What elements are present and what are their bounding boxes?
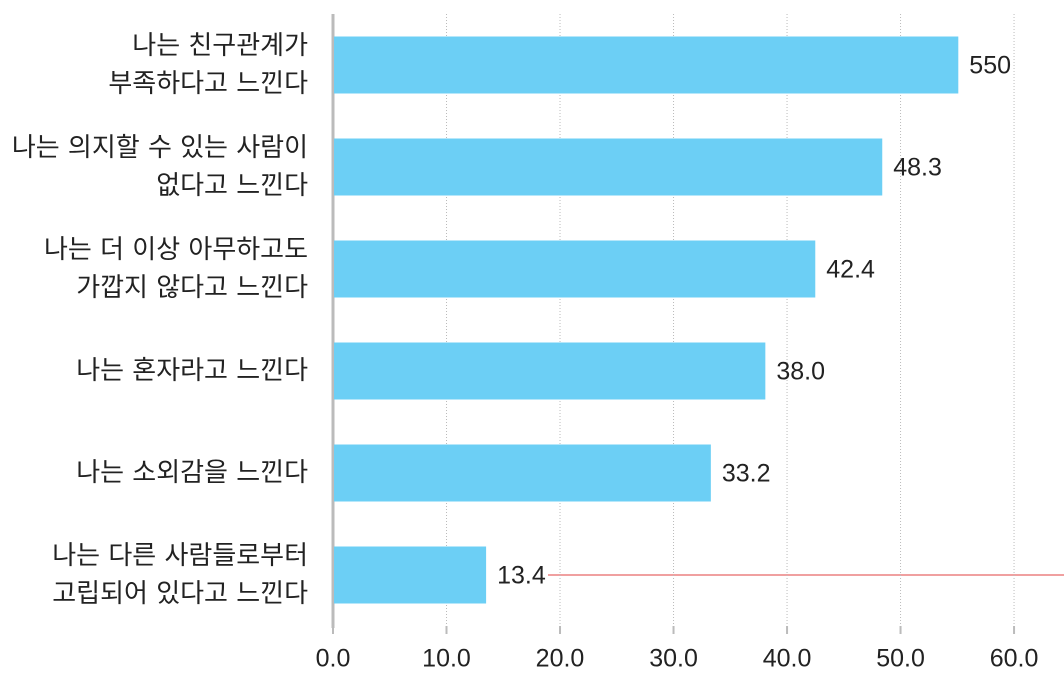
bar	[334, 342, 766, 400]
category-label: 나는 친구관계가 부족하다고 느낀다	[108, 31, 308, 99]
x-tick-label: 50.0	[876, 645, 925, 673]
x-tick-label: 20.0	[536, 645, 585, 673]
bar	[334, 36, 959, 94]
category-label: 나는 소외감을 느낀다	[76, 458, 308, 488]
x-tick-label: 40.0	[763, 645, 812, 673]
category-label: 나는 더 이상 아무하고도 가깝지 않다고 느낀다	[44, 235, 308, 303]
value-label: 550	[969, 52, 1011, 80]
value-label: 42.4	[826, 256, 875, 284]
x-tick-label: 0.0	[316, 645, 351, 673]
value-label: 48.3	[893, 154, 942, 182]
category-label: 나는 의지할 수 있는 사람이 없다고 느낀다	[11, 133, 308, 201]
x-tick-label: 10.0	[422, 645, 471, 673]
value-label: 13.4	[497, 562, 546, 590]
value-label: 38.0	[776, 358, 825, 386]
category-label: 나는 혼자라고 느낀다	[76, 356, 308, 386]
bar	[334, 546, 487, 604]
bar	[334, 240, 816, 298]
x-tick-label: 60.0	[990, 645, 1039, 673]
bar	[334, 138, 883, 196]
x-tick-label: 30.0	[649, 645, 698, 673]
category-label: 나는 다른 사람들로부터 고립되어 있다고 느낀다	[52, 541, 308, 609]
bar	[334, 444, 711, 502]
value-label: 33.2	[722, 460, 771, 488]
